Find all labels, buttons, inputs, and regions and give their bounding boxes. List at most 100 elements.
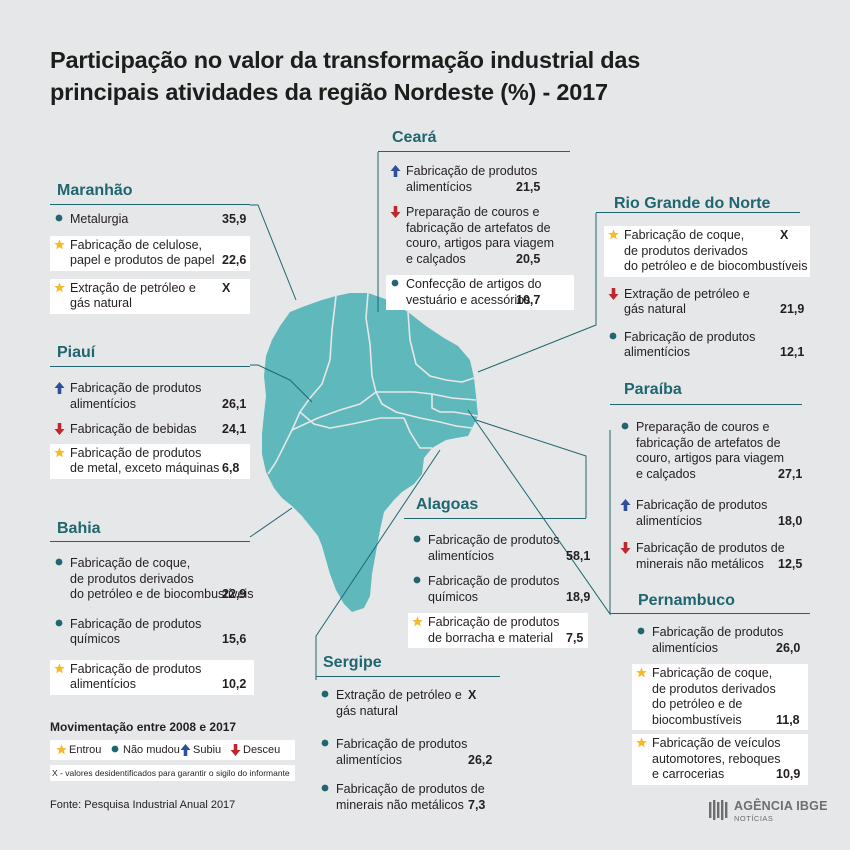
activity-label-line: de produtos derivados bbox=[652, 681, 776, 696]
star-icon bbox=[54, 238, 65, 251]
activity-value: 24,1 bbox=[222, 422, 247, 436]
activity-label-line: alimentícios bbox=[652, 640, 718, 655]
leader-lines bbox=[249, 152, 611, 680]
activity-label-line: Fabricação de produtos bbox=[336, 737, 468, 751]
activity-item: Fabricação de produtos alimentícios 10,2 bbox=[50, 659, 254, 695]
ibge-logo-icon bbox=[709, 800, 728, 820]
activity-label-line: couro, artigos para viagem bbox=[636, 451, 784, 465]
divider bbox=[378, 151, 570, 152]
activity-label-line: Confecção de artigos do bbox=[406, 277, 542, 291]
dot-icon bbox=[54, 618, 64, 630]
activity-item: Fabricação de produtos alimentícios 26,0 bbox=[632, 623, 808, 658]
activity-label-line: alimentícios bbox=[336, 752, 402, 767]
state-name-pernambuco: Pernambuco bbox=[638, 592, 735, 609]
activity-value: 22,6 bbox=[222, 253, 247, 267]
star-icon bbox=[636, 667, 647, 679]
activity-item: Fabricação de produtos alimentícios 26,1 bbox=[50, 379, 250, 414]
activity-value: 21,9 bbox=[780, 302, 805, 316]
star-icon bbox=[54, 281, 65, 294]
divider bbox=[596, 212, 800, 213]
activity-item: Extração de petróleo e gás natural 21,9 bbox=[604, 285, 810, 320]
activity-value: 26,0 bbox=[776, 640, 801, 655]
activity-label: Fabricação de produtos alimentícios bbox=[624, 330, 755, 361]
arrow-down-icon bbox=[608, 287, 619, 300]
arrow-up-icon bbox=[620, 499, 631, 511]
state-name-piaui: Piauí bbox=[57, 344, 96, 361]
activity-value: 10,7 bbox=[516, 292, 541, 307]
northeast-region-shape bbox=[262, 293, 478, 612]
activity-label: Metalurgia bbox=[70, 212, 128, 228]
activity-label-line: alimentícios bbox=[406, 179, 472, 194]
activity-value: 6,8 bbox=[222, 461, 240, 475]
activity-label-line: alimentícios bbox=[636, 513, 702, 528]
activity-label-line: Fabricação de produtos de bbox=[336, 782, 485, 796]
activity-label-line: alimentícios bbox=[624, 345, 690, 359]
legend-row: Entrou Não mudou Subiu Desceu bbox=[50, 740, 295, 760]
activity-label: Preparação de couros e fabricação de arte… bbox=[406, 205, 554, 267]
state-name-maranhao: Maranhão bbox=[57, 182, 133, 199]
arrow-down-icon bbox=[230, 744, 241, 756]
state-name-rio-grande-do-norte: Rio Grande do Norte bbox=[614, 195, 771, 212]
activity-value: 15,6 bbox=[222, 632, 247, 646]
divider bbox=[610, 613, 810, 614]
dot-icon bbox=[620, 421, 630, 433]
activity-label-line: e calçados bbox=[406, 251, 466, 266]
activity-item: Fabricação de produtos de minerais não me… bbox=[616, 539, 808, 574]
activity-label-line: Fabricação de coque, bbox=[624, 228, 745, 242]
arrow-up-icon bbox=[54, 382, 65, 394]
activity-label-line: Fabricação de produtos bbox=[428, 615, 560, 629]
activity-label-line: de borracha e material bbox=[428, 630, 554, 645]
state-name-bahia: Bahia bbox=[57, 520, 101, 537]
activity-label: Fabricação de coque, de produtos derivado… bbox=[70, 556, 253, 603]
activity-value: 21,5 bbox=[516, 179, 541, 194]
activity-label-line: Fabricação de veículos bbox=[652, 736, 781, 750]
activity-label-line: gás natural bbox=[70, 296, 132, 310]
arrow-down-icon bbox=[390, 206, 401, 218]
star-icon bbox=[56, 744, 67, 756]
activity-label: Extração de petróleo e gás natural bbox=[70, 281, 196, 312]
activity-label-line: do petróleo e de biocombustíveis bbox=[624, 259, 808, 273]
activity-label-line: de produtos derivados bbox=[624, 243, 748, 258]
state-name-sergipe: Sergipe bbox=[323, 654, 382, 671]
activity-value: 10,9 bbox=[776, 767, 801, 781]
dot-icon bbox=[636, 626, 646, 638]
activity-label-line: Metalurgia bbox=[70, 212, 129, 226]
activity-item: Fabricação de produtos alimentícios 21,5 bbox=[386, 162, 574, 197]
activity-item: Fabricação de veículos automotores, reboq… bbox=[632, 734, 808, 785]
activity-item: Extração de petróleo e gás natural X bbox=[50, 278, 250, 314]
activity-item: Preparação de couros e fabricação de arte… bbox=[616, 418, 808, 484]
activity-label-line: Preparação de couros e bbox=[406, 205, 540, 219]
chart-title: Participação no valor da transformação i… bbox=[50, 44, 810, 108]
activity-label-line: Fabricação de bebidas bbox=[70, 422, 197, 436]
activity-item: Fabricação de produtos alimentícios 58,1 bbox=[408, 531, 590, 566]
legend-title: Movimentação entre 2008 e 2017 bbox=[50, 720, 237, 734]
activity-label-line: Extração de petróleo e bbox=[70, 280, 196, 295]
arrow-down-icon bbox=[620, 542, 631, 554]
activity-value: 12,5 bbox=[778, 556, 803, 571]
activity-label-line: Fabricação de coque, bbox=[652, 666, 773, 680]
activity-value: 11,8 bbox=[776, 712, 800, 727]
dot-icon bbox=[320, 783, 330, 795]
activity-label: Fabricação de produtos químicos bbox=[70, 617, 201, 648]
activity-label-line: biocombustíveis bbox=[652, 712, 742, 727]
state-name-alagoas: Alagoas bbox=[416, 496, 479, 513]
activity-label-line: Fabricação de produtos bbox=[624, 329, 756, 344]
activity-item: Fabricação de produtos alimentícios 18,0 bbox=[616, 496, 808, 531]
activity-item: Fabricação de produtos de borracha e mate… bbox=[408, 613, 588, 648]
activity-item: Fabricação de produtos químicos 15,6 bbox=[50, 615, 254, 650]
activity-label-line: químicos bbox=[70, 632, 121, 646]
star-icon bbox=[608, 229, 619, 241]
activity-item: Fabricação de produtos alimentícios 12,1 bbox=[604, 328, 810, 363]
activity-label-line: e carrocerias bbox=[652, 767, 725, 781]
divider bbox=[404, 518, 586, 519]
activity-label-line: alimentícios bbox=[70, 396, 136, 411]
activity-label: Fabricação de produtos alimentícios bbox=[336, 737, 467, 768]
activity-label-line: gás natural bbox=[624, 302, 686, 316]
legend-note: X - valores desidentificados para garant… bbox=[50, 765, 295, 781]
activity-label-line: Extração de petróleo e bbox=[336, 688, 462, 702]
activity-value: 22,9 bbox=[222, 587, 247, 601]
star-icon bbox=[54, 446, 65, 459]
activity-value: 7,5 bbox=[566, 630, 584, 645]
activity-label-line: minerais não metálicos bbox=[636, 556, 764, 571]
